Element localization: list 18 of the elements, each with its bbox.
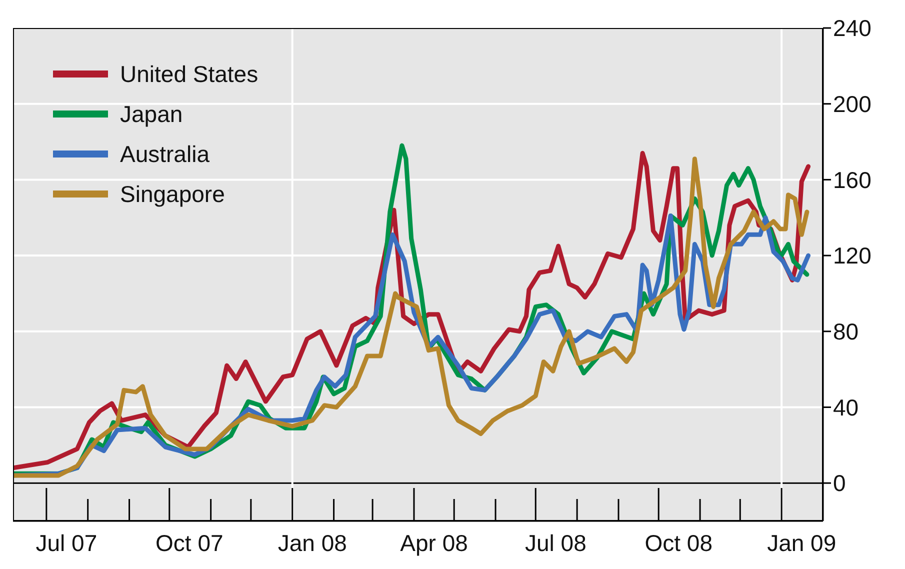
legend-label: Australia bbox=[120, 140, 210, 168]
x-tick-label: Jan 08 bbox=[278, 530, 347, 556]
legend-label: United States bbox=[120, 60, 258, 88]
y-tick-label: 160 bbox=[833, 166, 872, 193]
y-tick-label: 240 bbox=[833, 15, 872, 42]
x-tick-label: Apr 08 bbox=[400, 530, 468, 556]
y-tick-label: 0 bbox=[833, 470, 846, 496]
y-tick-label: 80 bbox=[833, 318, 859, 345]
legend-label: Singapore bbox=[120, 180, 225, 208]
legend-label: Japan bbox=[120, 100, 183, 128]
x-tick-label: Oct 08 bbox=[644, 530, 713, 556]
y-tick-label: 200 bbox=[833, 91, 872, 118]
x-tick-label: Jan 09 bbox=[767, 530, 836, 556]
y-tick-label: 120 bbox=[833, 242, 872, 269]
x-tick-label: Jul 07 bbox=[36, 530, 98, 556]
x-tick-label: Oct 07 bbox=[156, 530, 224, 556]
y-tick-label: 40 bbox=[833, 394, 859, 420]
x-tick-label: Jul 08 bbox=[524, 530, 586, 556]
